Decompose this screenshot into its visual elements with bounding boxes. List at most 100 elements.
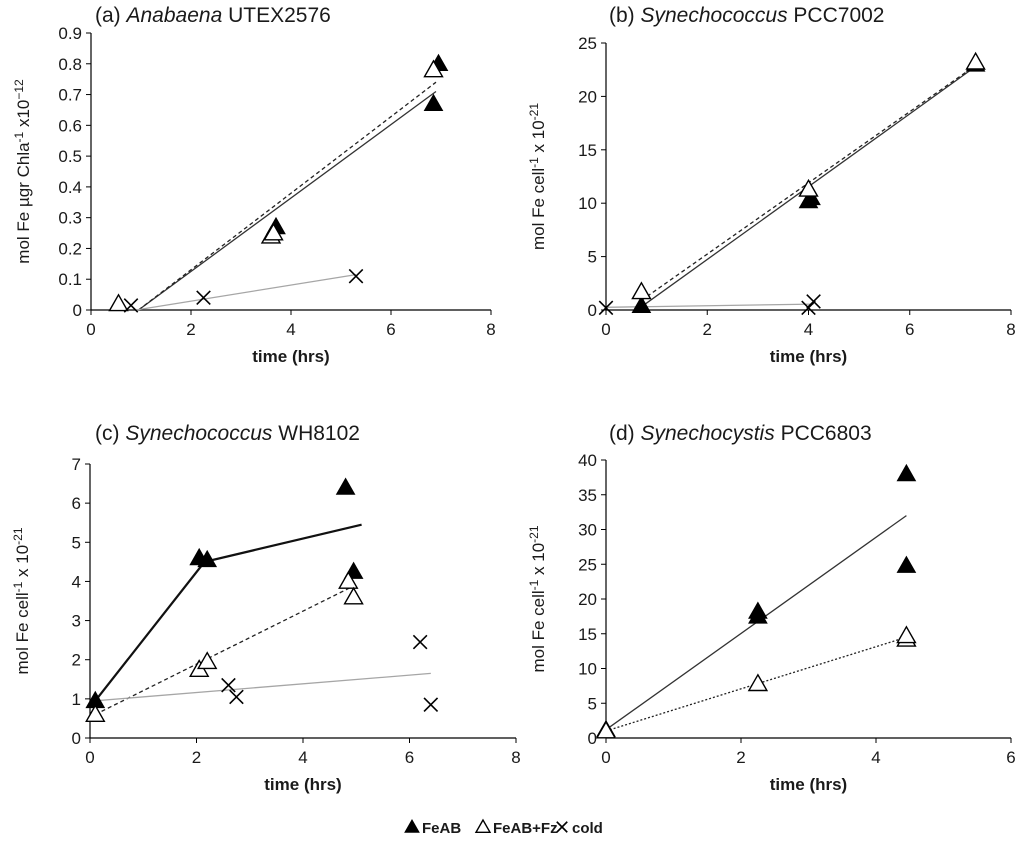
y-tick-label: 6 <box>72 494 81 513</box>
x-tick-label: 2 <box>192 748 201 767</box>
data-point-feab <box>631 295 652 313</box>
y-tick-label: 30 <box>578 521 597 540</box>
data-point-feab-fz <box>343 586 364 605</box>
x-axis-label: time (hrs) <box>264 775 341 794</box>
data-point-feab-fz <box>423 59 444 78</box>
legend: FeAB FeAB+Fz cold <box>404 818 603 837</box>
fit-line-cold <box>135 273 357 311</box>
x-tick-label: 4 <box>804 320 813 339</box>
data-point-feab <box>896 463 917 482</box>
x-tick-label: 4 <box>286 320 295 339</box>
x-tick-label: 4 <box>298 748 307 767</box>
y-tick-label: 0.7 <box>58 86 82 105</box>
y-tick-label: 0.3 <box>58 209 82 228</box>
x-tick-label: 6 <box>1006 748 1015 767</box>
x-tick-label: 0 <box>85 748 94 767</box>
y-tick-label: 2 <box>72 651 81 670</box>
data-point-feab-fz <box>798 178 819 197</box>
y-tick-label: 10 <box>578 194 597 213</box>
y-tick-label: 5 <box>588 694 597 713</box>
y-tick-label: 5 <box>72 533 81 552</box>
chart-panel-d: 0 5 10 15 20 25 30 35 40 0 2 4 6 time (hrs) mol Fe cel… <box>527 422 1016 794</box>
legend-label: FeAB <box>422 820 461 837</box>
y-tick-label: 0.2 <box>58 239 82 258</box>
data-point-cold <box>598 300 614 316</box>
data-point-feab-fz <box>747 673 769 692</box>
legend-label: cold <box>572 820 603 837</box>
y-tick-label: 0.4 <box>58 178 82 197</box>
data-point-feab-fz <box>965 51 986 70</box>
chart-title: (b) Synechococcus PCC7002 <box>609 4 884 27</box>
legend-item-feab: FeAB <box>404 818 461 837</box>
y-tick-label: 3 <box>72 612 81 631</box>
y-tick-label: 0.5 <box>58 147 82 166</box>
data-point-feab-fz <box>85 704 106 722</box>
x-tick-label: 8 <box>511 748 520 767</box>
y-tick-label: 4 <box>72 572 81 591</box>
y-tick-label: 1 <box>72 690 81 709</box>
data-point-cold <box>801 300 816 316</box>
y-tick-label: 25 <box>578 34 597 53</box>
x-tick-label: 8 <box>1006 320 1015 339</box>
y-tick-label: 5 <box>588 248 597 267</box>
x-tick-label: 0 <box>601 320 610 339</box>
y-tick-label: 0 <box>588 301 597 320</box>
y-tick-label: 35 <box>578 486 597 505</box>
data-point-cold <box>348 268 364 284</box>
data-point-cold <box>229 689 244 705</box>
fit-line-feab-fz <box>95 586 352 716</box>
x-tick-label: 6 <box>905 320 914 339</box>
y-tick-label: 15 <box>578 141 597 160</box>
y-tick-label: 7 <box>72 455 81 474</box>
data-point-cold <box>423 697 439 713</box>
data-point-feab-fz <box>338 570 359 589</box>
data-point-feab <box>896 555 917 573</box>
data-point-feab-fz <box>196 651 218 670</box>
chart-panel-a: 0 0.1 0.2 0.3 0.4 0.5 0.6 0.7 0.8 0.9 0 2 4 6 8 time (h… <box>12 4 496 366</box>
x-tick-label: 6 <box>405 748 414 767</box>
data-point-feab <box>197 549 218 568</box>
data-point-feab <box>748 601 768 619</box>
data-point-cold <box>196 290 211 306</box>
data-point-feab-fz <box>896 625 917 644</box>
legend-marker-feabfz <box>474 818 492 833</box>
x-tick-label: 4 <box>871 748 880 767</box>
y-tick-label: 0 <box>72 729 81 748</box>
data-point-cold <box>221 677 236 693</box>
legend-item-feabfz: FeAB+Fz <box>474 818 558 837</box>
x-tick-label: 0 <box>601 748 610 767</box>
y-tick-label: 0.8 <box>58 55 82 74</box>
legend-marker-feab <box>404 818 420 833</box>
x-axis-label: time (hrs) <box>770 775 847 794</box>
y-axis-label: mol Fe cell-1 x 10-21 <box>527 103 548 250</box>
data-point-feab-fz <box>595 720 617 739</box>
legend-marker-cold <box>556 821 568 833</box>
y-tick-label: 20 <box>578 87 597 106</box>
data-point-feab-fz <box>108 293 129 312</box>
data-point-cold <box>806 294 821 309</box>
y-tick-label: 15 <box>578 625 597 644</box>
chart-title: (c) Synechococcus WH8102 <box>95 422 360 445</box>
fit-line-feab-fz <box>138 81 437 311</box>
legend-item-cold: cold <box>556 820 603 837</box>
legend-label: FeAB+Fz <box>493 820 558 837</box>
data-point-cold <box>123 298 139 313</box>
data-point-cold <box>412 634 428 650</box>
x-axis-label: time (hrs) <box>770 347 847 366</box>
x-tick-label: 2 <box>186 320 195 339</box>
x-tick-label: 0 <box>86 320 95 339</box>
y-tick-label: 10 <box>578 660 597 679</box>
chart-panel-c: 0 1 2 3 4 5 6 7 0 2 4 6 8 time (hrs) mol Fe cell-1 x 1… <box>11 422 521 794</box>
y-axis-label: mol Fe cell-1 x 10-21 <box>11 527 32 674</box>
x-tick-label: 8 <box>486 320 495 339</box>
y-axis-label: mol Fe µgr Chla-1 x10−12 <box>12 79 33 264</box>
fit-line-cold <box>95 672 431 702</box>
x-tick-label: 2 <box>703 320 712 339</box>
data-point-feab <box>423 93 444 111</box>
y-tick-label: 0 <box>73 301 82 320</box>
x-tick-label: 6 <box>386 320 395 339</box>
fit-line-feab <box>94 523 362 702</box>
y-tick-label: 0 <box>588 729 597 748</box>
y-axis-label: mol Fe cell-1 x 10-21 <box>527 525 548 672</box>
